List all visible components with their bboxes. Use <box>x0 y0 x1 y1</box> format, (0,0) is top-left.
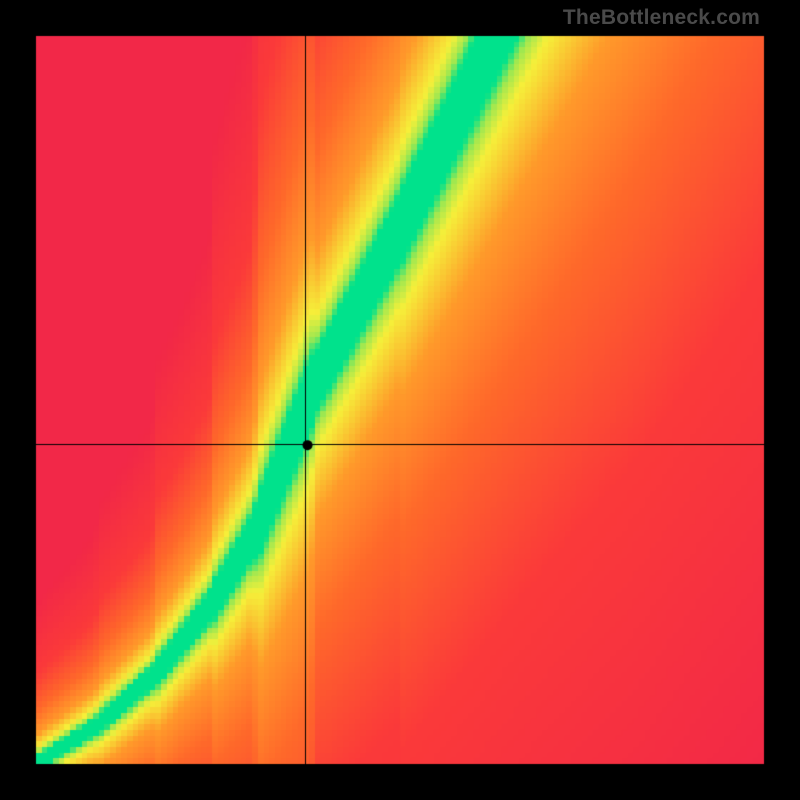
attribution-text: TheBottleneck.com <box>563 6 760 30</box>
chart-container: TheBottleneck.com <box>0 0 800 800</box>
bottleneck-heatmap <box>0 0 800 800</box>
